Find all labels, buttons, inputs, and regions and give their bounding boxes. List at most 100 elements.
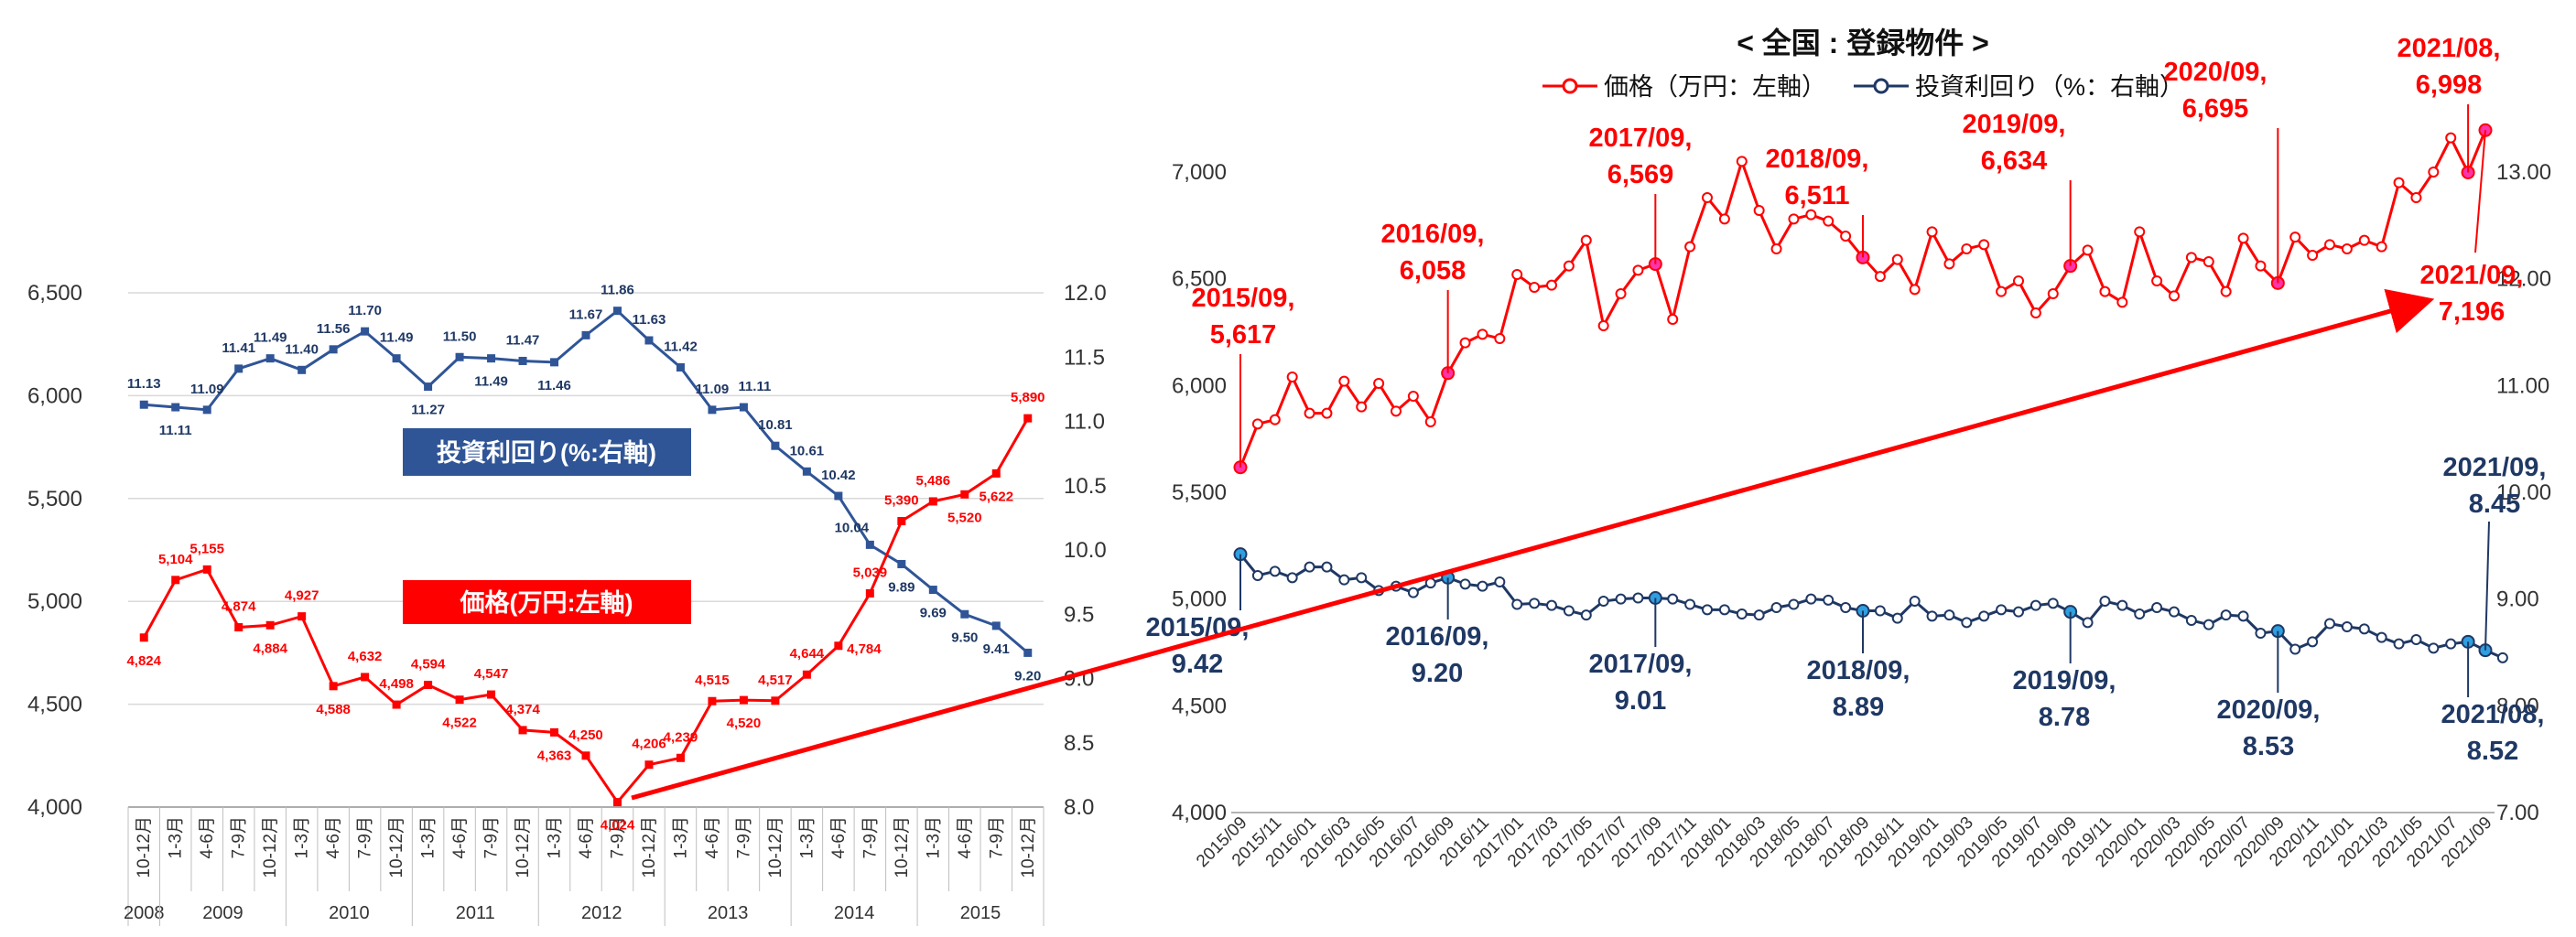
yield-data-label: 11.13: [127, 376, 161, 392]
left-axis-tick-label: 6,000: [27, 383, 82, 408]
right-axis-tick-label: 9.00: [2496, 587, 2539, 612]
yield-point: [234, 364, 244, 373]
price-legend-box: [403, 580, 691, 624]
yield-annotation-date: 2016/09,: [1386, 622, 1489, 652]
yield-point: [1563, 605, 1575, 617]
yield-point: [2428, 642, 2440, 654]
price-point: [865, 588, 874, 598]
yield-point: [487, 354, 496, 363]
price-annotation-value: 6,695: [2182, 94, 2249, 124]
price-point: [960, 490, 969, 499]
yield-data-label: 9.41: [983, 641, 1010, 657]
left-axis-tick-label: 4,000: [1172, 801, 1227, 825]
price-point: [171, 576, 180, 585]
x-quarter-label: 4-6月: [450, 816, 470, 858]
price-data-label: 4,024: [601, 818, 635, 834]
x-quarter-label: 4-6月: [703, 816, 722, 858]
price-data-label: 4,884: [253, 641, 287, 656]
price-point: [1667, 314, 1679, 325]
yield-data-label: 11.42: [664, 339, 698, 354]
yield-point: [1286, 572, 1298, 584]
price-data-label: 5,622: [980, 489, 1014, 504]
price-data-label: 4,239: [664, 729, 698, 745]
price-point: [991, 468, 1001, 478]
price-data-label: 5,155: [189, 541, 224, 556]
yield-point: [361, 327, 370, 336]
yield-point: [2203, 619, 2214, 630]
price-annotation-date: 2019/09,: [1963, 110, 2066, 139]
yield-point: [1996, 604, 2008, 616]
yield-point: [1511, 598, 1523, 610]
price-point: [1286, 372, 1298, 382]
price-point: [139, 633, 148, 642]
right-axis-tick-label: 10.00: [2496, 480, 2551, 505]
yield-point: [1356, 572, 1368, 584]
left-axis-tick-label: 5,000: [27, 589, 82, 614]
price-data-label: 4,632: [348, 649, 383, 664]
yield-point: [1529, 598, 1541, 609]
yield-data-label: 11.49: [380, 330, 414, 346]
legend-yield-marker: [1873, 78, 1889, 94]
price-point: [455, 695, 464, 705]
price-point: [1926, 226, 1938, 238]
price-point: [1684, 241, 1696, 253]
price-point: [1770, 243, 1782, 254]
yield-point: [139, 400, 148, 409]
price-data-label: 4,547: [474, 666, 509, 682]
price-data-label: 4,250: [568, 727, 603, 743]
x-quarter-label: 7-9月: [734, 816, 753, 858]
yield-point: [1926, 610, 1938, 622]
price-point: [928, 497, 937, 506]
price-point: [1632, 264, 1644, 276]
yield-annotation-date: 2017/09,: [1589, 650, 1693, 679]
price-point: [1909, 284, 1921, 296]
yield-annotation-value: 9.42: [1172, 650, 1223, 679]
x-quarter-label: 1-3月: [924, 816, 943, 858]
left-axis-tick-label: 4,500: [1172, 694, 1227, 718]
x-quarter-label: 10-12月: [640, 816, 659, 878]
yield-point: [1459, 578, 1471, 590]
yield-legend-box: [403, 428, 691, 476]
price-annotation-date: 2016/09,: [1381, 220, 1485, 249]
yield-point: [581, 330, 590, 339]
right-axis-tick-label: 11.00: [2496, 373, 2549, 398]
price-point: [581, 751, 590, 760]
yield-point: [1023, 648, 1033, 657]
yield-annotation-date: 2021/08,: [2441, 700, 2545, 729]
yield-point: [2376, 631, 2387, 643]
yield-point: [2220, 609, 2232, 621]
price-point: [1546, 279, 1557, 291]
price-point: [1459, 337, 1471, 349]
price-point: [644, 760, 654, 770]
left-axis-tick-label: 7,000: [1172, 160, 1227, 185]
yield-point: [1580, 609, 1592, 621]
yield-point: [1546, 599, 1557, 611]
yield-point: [1909, 596, 1921, 607]
yield-point: [1788, 598, 1800, 610]
yield-point: [1632, 592, 1644, 604]
yield-point: [1718, 604, 1730, 616]
yield-annotation-value: 8.52: [2467, 737, 2518, 766]
yield-point: [2289, 643, 2301, 655]
x-quarter-label: 1-3月: [671, 816, 690, 858]
yield-point: [991, 621, 1001, 630]
yield-data-label: 11.86: [601, 283, 634, 298]
price-point: [1996, 285, 2008, 297]
price-point: [424, 680, 433, 689]
yield-point: [455, 352, 464, 361]
yield-data-label: 11.41: [222, 340, 255, 356]
right-axis-tick-label: 12.0: [1064, 281, 1107, 306]
price-point: [2029, 307, 2041, 318]
yield-point: [518, 356, 527, 365]
price-data-label: 4,363: [537, 748, 572, 763]
price-point: [2445, 132, 2457, 144]
yield-point: [708, 405, 717, 415]
x-quarter-label: 1-3月: [167, 816, 186, 858]
yield-data-label: 11.40: [285, 341, 319, 357]
price-point: [2134, 226, 2146, 238]
price-annotation-value: 6,569: [1607, 160, 1674, 189]
yield-point: [2255, 628, 2267, 639]
right-axis-tick-label: 10.5: [1064, 474, 1107, 499]
price-point: [1978, 239, 1990, 251]
yield-point: [1823, 594, 1835, 606]
